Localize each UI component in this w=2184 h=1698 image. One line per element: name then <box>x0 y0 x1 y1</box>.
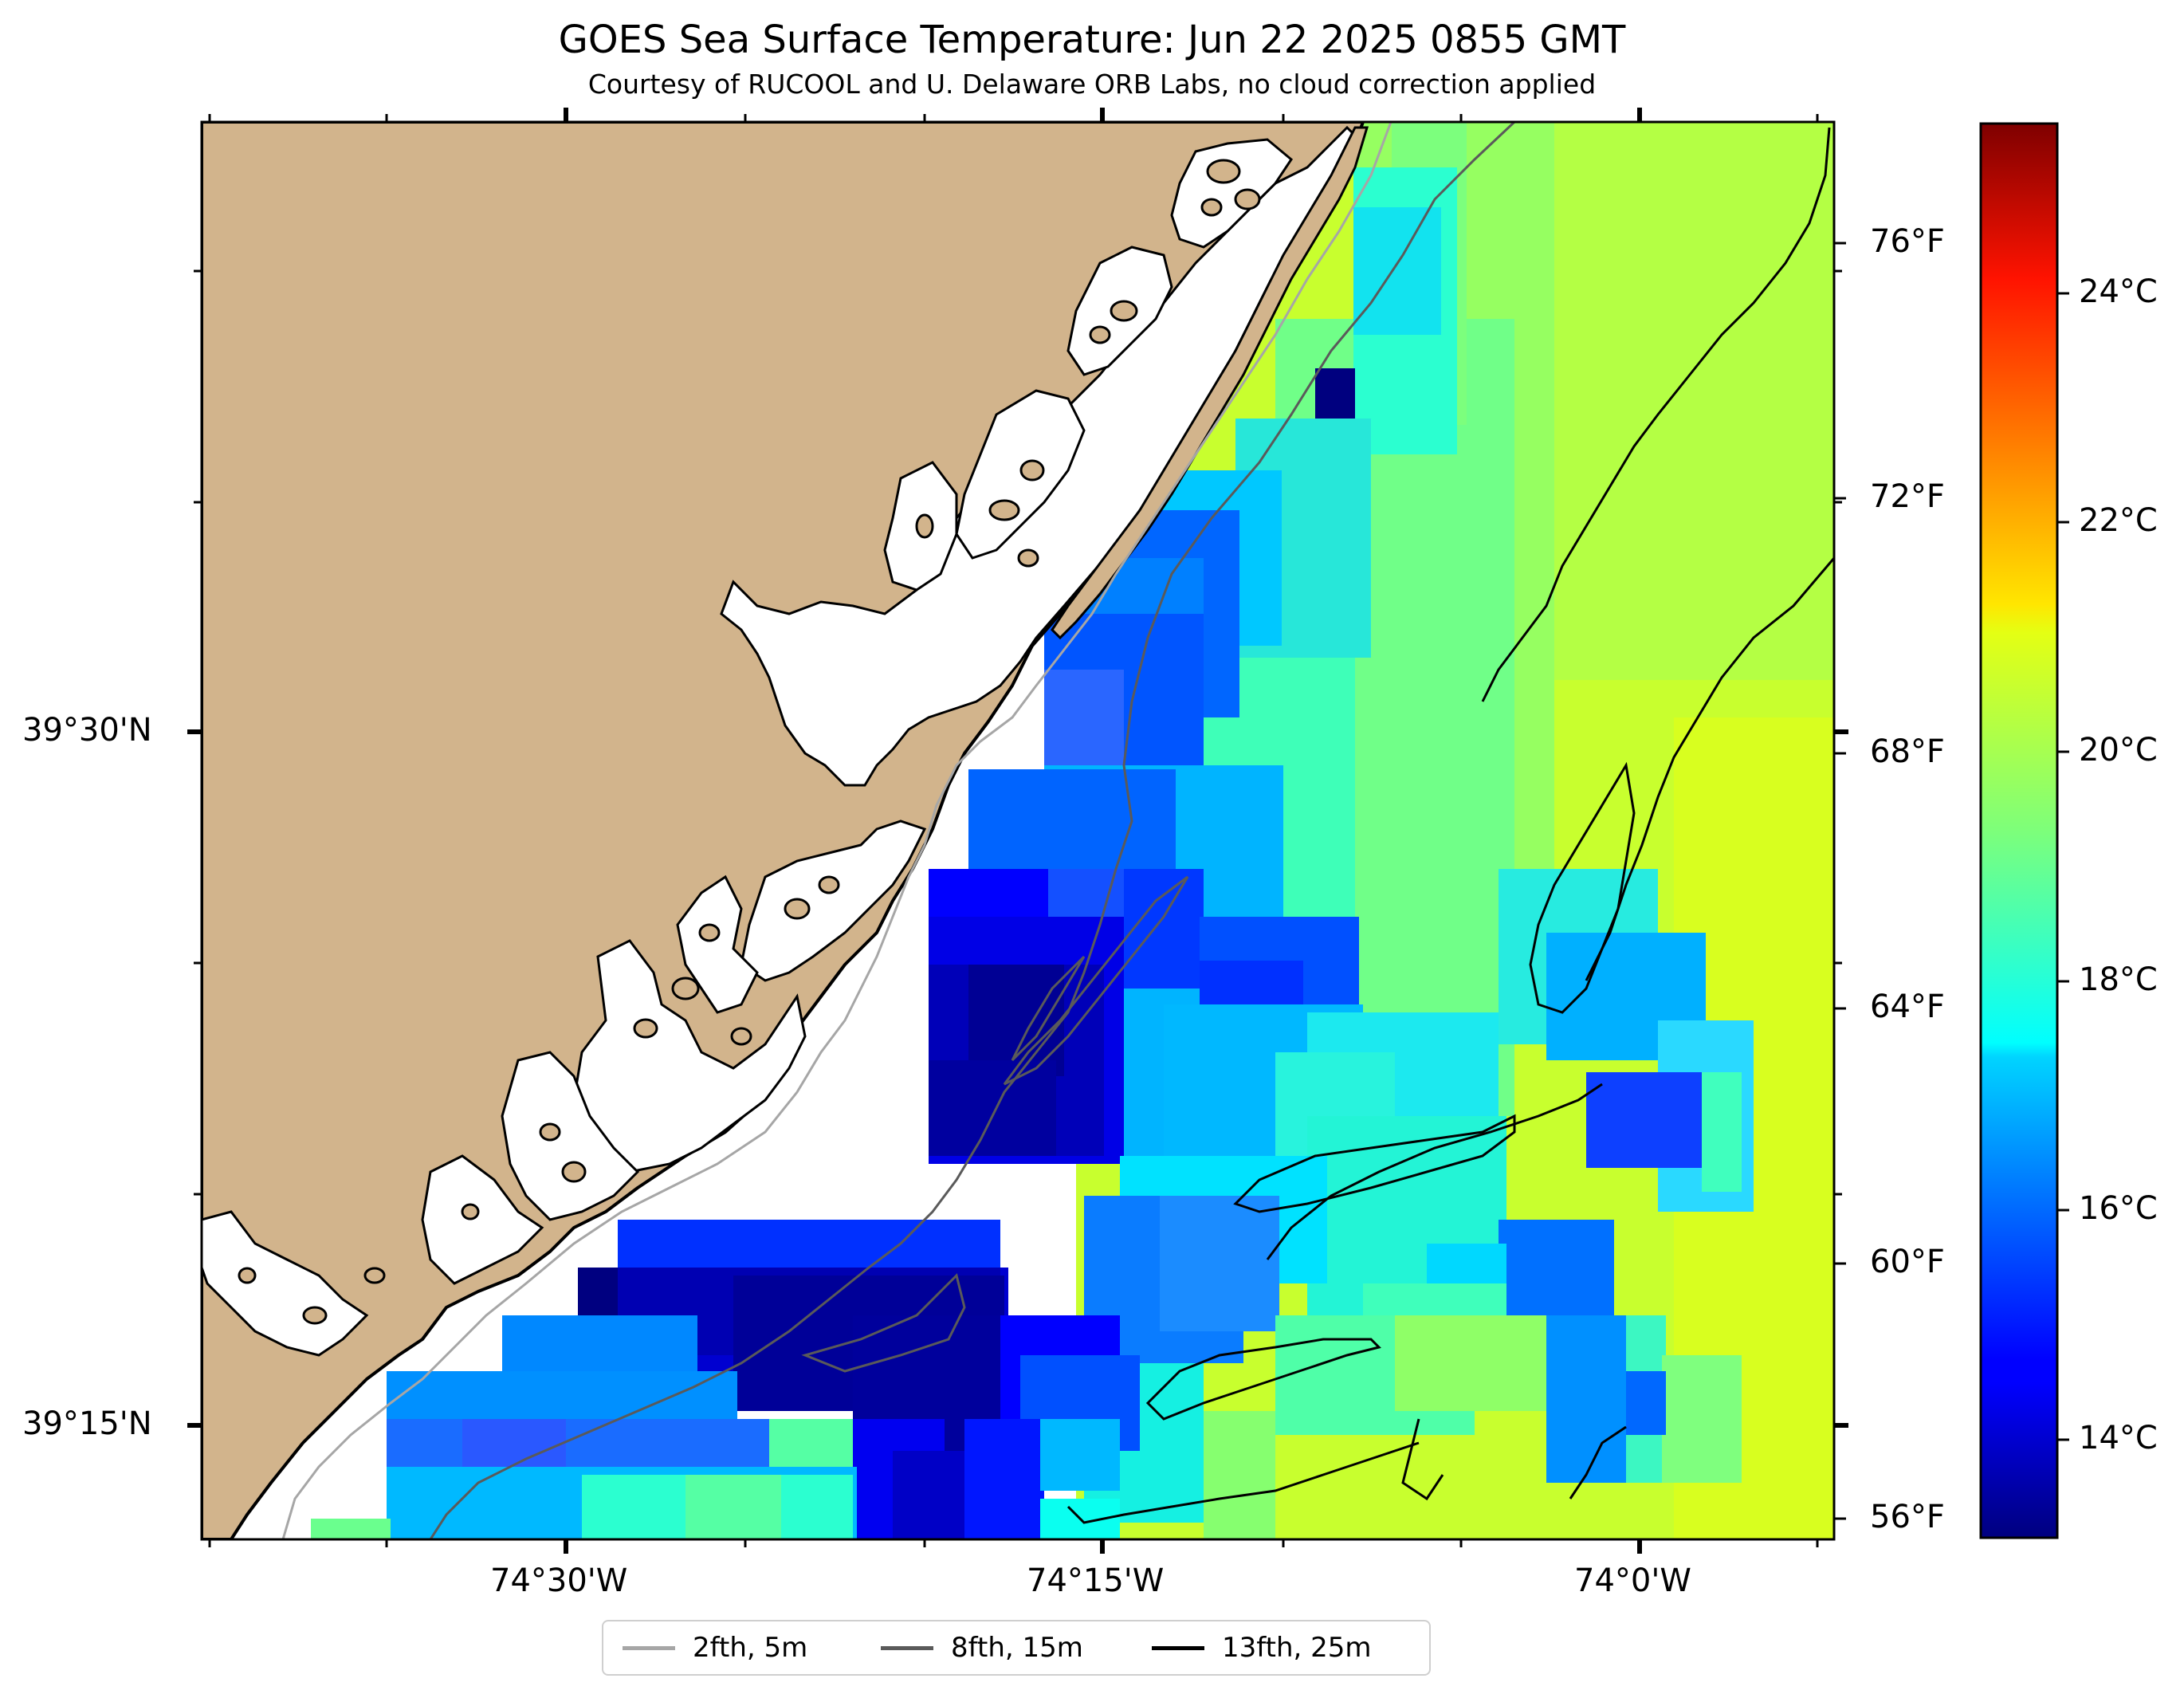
legend-swatch <box>623 1645 675 1650</box>
legend-label: 13fth, 25m <box>1222 1632 1372 1664</box>
legend-swatch <box>1152 1645 1204 1650</box>
contour-13fth-25m <box>1481 127 1831 702</box>
fahrenheit-label: 60°F <box>1870 1244 1945 1280</box>
celsius-label: 18°C <box>2079 961 2158 998</box>
legend-item-8fth: 8fth, 15m <box>881 1621 1083 1674</box>
bathymetry-contours <box>281 122 1834 1539</box>
sst-grid <box>311 122 1834 1539</box>
fahrenheit-label: 76°F <box>1870 223 1945 260</box>
lon-label-74-00: 74°0'W <box>1574 1562 1691 1599</box>
lat-label-39-30: 39°30'N <box>22 712 152 749</box>
lon-label-74-30: 74°30'W <box>490 1562 628 1599</box>
legend-label: 2fth, 5m <box>693 1632 808 1664</box>
fahrenheit-label: 64°F <box>1870 989 1945 1025</box>
colorbar <box>1979 122 2069 1539</box>
map-ticks <box>187 108 1848 1554</box>
contour-8fth-15m <box>429 122 1516 1539</box>
lat-label-39-15: 39°15'N <box>22 1405 152 1442</box>
contour-2fth-5m <box>281 122 1392 1539</box>
map-subtitle: Courtesy of RUCOOL and U. Delaware ORB L… <box>587 69 1597 100</box>
legend-item-13fth: 13fth, 25m <box>1152 1621 1372 1674</box>
map-title: GOES Sea Surface Temperature: Jun 22 202… <box>558 18 1626 62</box>
land <box>202 122 1369 1539</box>
celsius-label: 16°C <box>2079 1190 2158 1227</box>
lon-label-74-15: 74°15'W <box>1027 1562 1165 1599</box>
celsius-label: 20°C <box>2079 732 2158 768</box>
fahrenheit-label: 68°F <box>1870 733 1945 770</box>
legend-swatch <box>881 1645 933 1650</box>
map-plot-area <box>202 122 1834 1539</box>
celsius-label: 24°C <box>2079 273 2158 310</box>
legend-item-2fth: 2fth, 5m <box>623 1621 807 1674</box>
legend-label: 8fth, 15m <box>951 1632 1083 1664</box>
contour-legend: 2fth, 5m 8fth, 15m 13fth, 25m <box>602 1620 1431 1676</box>
celsius-label: 22°C <box>2079 502 2158 539</box>
map-frame <box>200 120 1836 1541</box>
fahrenheit-label: 72°F <box>1870 478 1945 515</box>
celsius-label: 14°C <box>2079 1420 2158 1456</box>
fahrenheit-label: 56°F <box>1870 1499 1945 1535</box>
colorbar-gradient <box>1979 122 2059 1539</box>
